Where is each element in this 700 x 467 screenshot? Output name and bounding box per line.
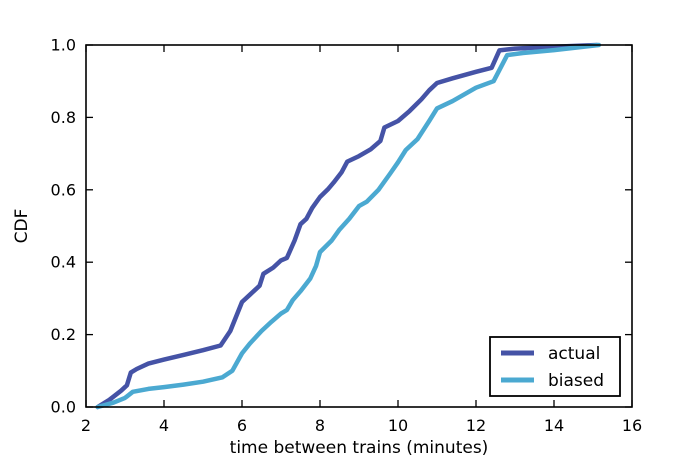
legend-frame xyxy=(489,336,621,397)
plot-border xyxy=(85,44,633,408)
svg-text:0.0: 0.0 xyxy=(51,398,76,417)
svg-text:0.2: 0.2 xyxy=(51,325,76,344)
svg-text:10: 10 xyxy=(388,416,408,435)
legend-label-biased: biased xyxy=(548,371,604,391)
data-series xyxy=(95,42,602,410)
axis-tick-labels: 2 4 6 8 10 12 14 16 0.0 0.2 0.4 0.6 0.8 1.0 xyxy=(51,36,643,436)
svg-text:2: 2 xyxy=(81,416,91,435)
svg-text:14: 14 xyxy=(544,416,564,435)
svg-text:0.8: 0.8 xyxy=(51,108,76,127)
legend-label-actual: actual xyxy=(548,344,600,364)
svg-text:8: 8 xyxy=(315,416,325,435)
series-actual xyxy=(95,42,600,410)
svg-text:4: 4 xyxy=(159,416,169,435)
series-biased xyxy=(95,42,602,410)
svg-text:16: 16 xyxy=(622,416,642,435)
svg-text:0.6: 0.6 xyxy=(51,180,76,199)
svg-text:6: 6 xyxy=(237,416,247,435)
x-axis-label: time between trains (minutes) xyxy=(230,438,489,458)
y-axis-label: CDF xyxy=(12,209,32,244)
svg-text:0.4: 0.4 xyxy=(51,253,76,272)
svg-text:12: 12 xyxy=(466,416,486,435)
svg-text:1.0: 1.0 xyxy=(51,36,76,55)
legend: actual biased xyxy=(489,336,621,397)
